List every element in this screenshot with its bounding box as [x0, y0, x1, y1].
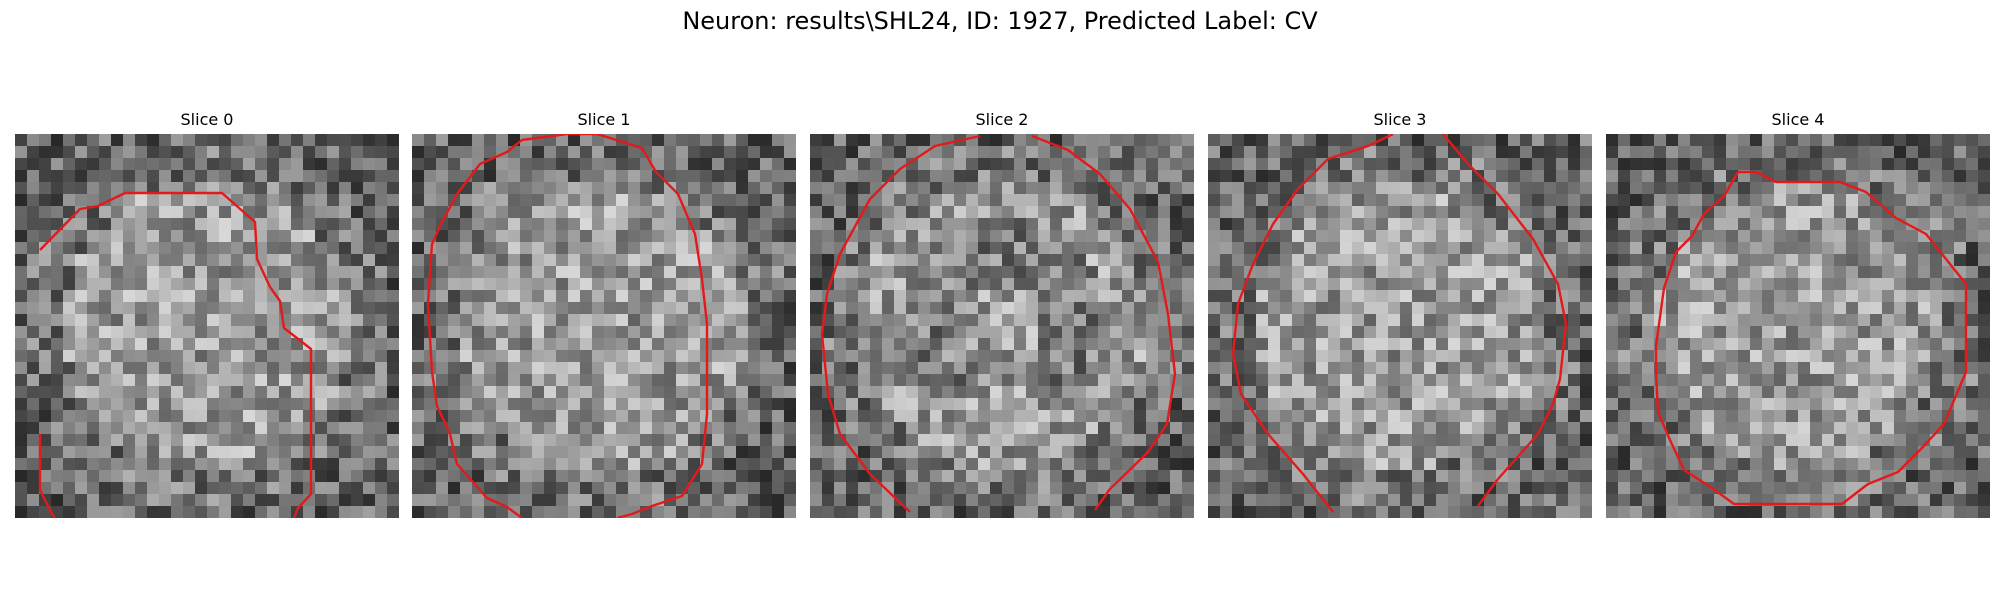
slice-image: [412, 134, 796, 518]
slice-panel-3: Slice 3: [1208, 110, 1592, 520]
slice-panel-2: Slice 2: [810, 110, 1194, 520]
slice-title: Slice 2: [975, 110, 1029, 129]
roi-contour: [1654, 170, 1968, 506]
roi-contour: [1231, 134, 1394, 513]
roi-contour: [426, 134, 709, 518]
slice-panel-4: Slice 4: [1606, 110, 1990, 520]
slice-title: Slice 4: [1771, 110, 1825, 129]
slice-image: [1208, 134, 1592, 518]
slice-panel-1: Slice 1: [412, 110, 796, 520]
slice-title: Slice 3: [1373, 110, 1427, 129]
roi-contour: [38, 191, 313, 518]
roi-contour: [820, 134, 981, 513]
roi-contour: [1031, 134, 1177, 511]
slice-image: [810, 134, 1194, 518]
slice-panel-0: Slice 0: [15, 110, 399, 520]
slice-title: Slice 0: [180, 110, 234, 129]
slice-image: [15, 134, 399, 518]
roi-contour: [1442, 134, 1568, 507]
slice-image: [1606, 134, 1990, 518]
figure-title: Neuron: results\SHL24, ID: 1927, Predict…: [682, 7, 1318, 35]
slice-title: Slice 1: [577, 110, 631, 129]
